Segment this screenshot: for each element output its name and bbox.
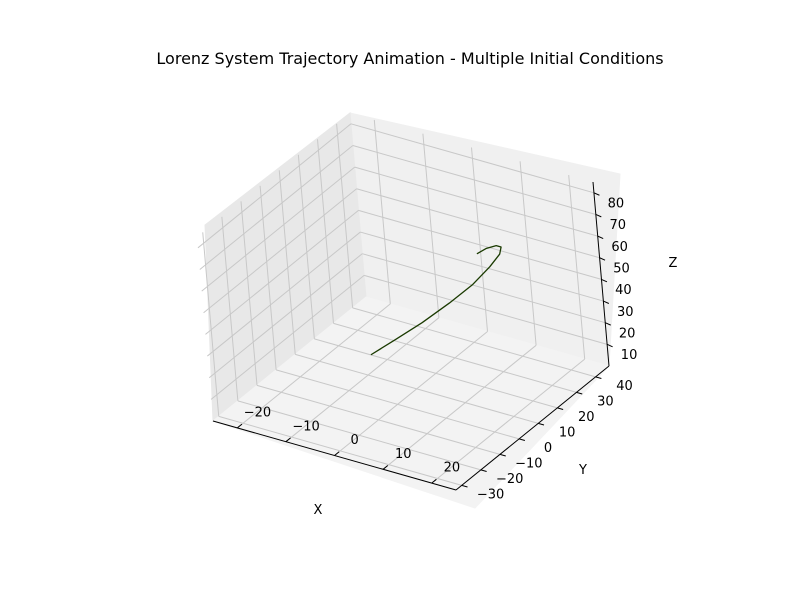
y-tick-mark <box>480 469 487 472</box>
x-tick-label: 20 <box>444 461 461 476</box>
x-tick-mark <box>236 423 243 429</box>
y-tick-mark <box>538 422 545 426</box>
y-tick-mark <box>595 376 602 379</box>
y-grid-wall <box>221 216 239 401</box>
x-grid-floor <box>236 303 391 429</box>
y-grid-floor <box>275 369 520 440</box>
x-grid-floor <box>285 317 440 443</box>
y-tick-label: 20 <box>578 410 595 425</box>
trajectory-line <box>370 245 502 356</box>
z-tick-mark <box>593 192 600 196</box>
z-tick-mark <box>605 322 611 326</box>
y-tick-mark <box>461 484 468 488</box>
series-group <box>370 245 502 356</box>
z-tick-mark <box>606 343 613 348</box>
z-axis-line <box>592 181 610 367</box>
x-tick-mark <box>382 465 389 470</box>
y-grid-floor <box>237 400 481 471</box>
x-tick-mark <box>334 451 340 456</box>
y-grid-floor <box>218 415 462 486</box>
x-grid-wall <box>519 161 537 346</box>
z-tick-mark <box>595 214 602 218</box>
z-grid-back <box>358 209 602 280</box>
x-tick-mark <box>285 437 291 443</box>
x-grid-floor <box>431 358 586 484</box>
z-grid-left <box>208 253 363 379</box>
y-grid-wall <box>336 123 354 308</box>
y-grid-wall <box>259 185 277 370</box>
x-tick-label: 10 <box>395 447 412 462</box>
z-grid-left <box>201 166 356 292</box>
z-grid-back <box>354 166 598 237</box>
y-tick-mark <box>518 438 526 441</box>
z-grid-back <box>356 188 600 259</box>
z-tick-label: 70 <box>610 218 627 233</box>
y-grid-wall <box>202 232 220 417</box>
y-tick-label: 0 <box>544 441 552 456</box>
z-tick-label: 60 <box>611 240 628 255</box>
z-grid-left <box>199 145 354 270</box>
y-tick-label: −30 <box>477 488 504 503</box>
x-tick-label: 0 <box>351 433 359 448</box>
z-grid-back <box>363 274 608 345</box>
z-tick-mark <box>601 278 608 283</box>
z-tick-label: 20 <box>619 326 636 341</box>
chart-title: Lorenz System Trajectory Animation - Mul… <box>156 49 663 68</box>
y-grid-floor <box>314 338 558 409</box>
z-tick-mark <box>599 257 606 261</box>
y-tick-label: 30 <box>597 395 614 410</box>
z-tick-mark <box>597 235 604 239</box>
y-tick-mark <box>499 453 506 457</box>
y-tick-mark <box>557 407 564 410</box>
z-tick-label: 80 <box>608 197 625 212</box>
y-tick-label: −10 <box>515 457 542 472</box>
x-grid-wall <box>471 147 488 332</box>
z-grid-back <box>360 231 604 302</box>
y-grid-floor <box>256 384 501 455</box>
z-grid-left <box>197 123 352 249</box>
y-grid-floor <box>333 322 577 393</box>
y-grid-floor <box>352 307 596 378</box>
z-tick-mark <box>603 300 610 304</box>
z-tick-label: 10 <box>621 348 638 363</box>
y-tick-label: 10 <box>559 426 576 441</box>
y-grid-wall <box>316 139 334 324</box>
x-grid-floor <box>382 344 537 470</box>
y-grid-wall <box>297 154 315 339</box>
y-axis-line <box>455 365 610 491</box>
x-grid-wall <box>422 133 440 318</box>
z-grid-back <box>350 123 595 194</box>
z-grid-left <box>210 274 365 400</box>
y-tick-label: 40 <box>616 379 633 394</box>
x-tick-label: −10 <box>292 419 319 434</box>
grid-lines <box>197 119 608 486</box>
z-grid-left <box>205 210 359 335</box>
y-grid-wall <box>278 170 296 355</box>
z-grid-left <box>203 188 357 314</box>
z-tick-label: 30 <box>617 305 634 320</box>
tick-marks <box>236 192 613 488</box>
z-grid-left <box>207 231 361 357</box>
y-grid-wall <box>240 201 258 386</box>
x-grid-wall <box>373 119 391 304</box>
x-grid-floor <box>334 331 488 456</box>
x-grid-wall <box>568 175 586 360</box>
z-grid-back <box>352 144 596 215</box>
y-axis-label: Y <box>578 463 587 478</box>
x-tick-mark <box>431 478 437 484</box>
z-tick-label: 40 <box>615 283 632 298</box>
z-tick-label: 50 <box>613 261 630 276</box>
tick-labels: −20−1001020−30−20−1001020304010203040506… <box>244 197 638 503</box>
z-axis-label: Z <box>669 256 678 271</box>
y-tick-label: −20 <box>496 472 523 487</box>
x-tick-label: −20 <box>244 406 271 421</box>
z-grid-back <box>362 253 606 324</box>
y-tick-mark <box>576 391 583 395</box>
y-grid-floor <box>295 353 539 424</box>
x-axis-label: X <box>314 503 323 518</box>
